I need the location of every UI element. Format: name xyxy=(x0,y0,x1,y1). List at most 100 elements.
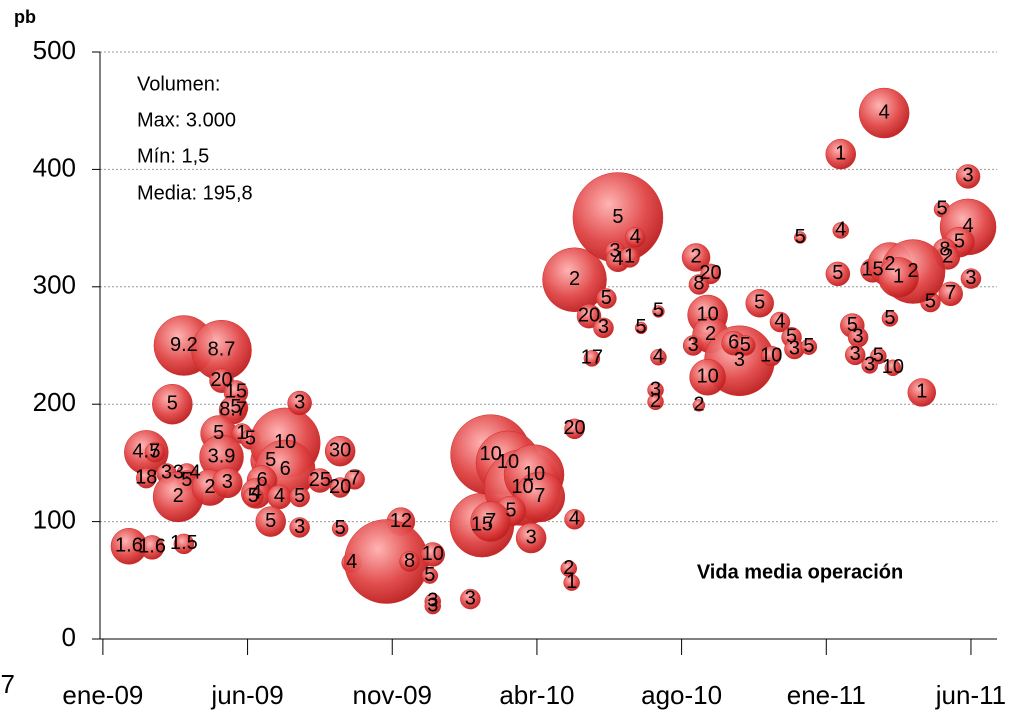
bubble xyxy=(173,533,195,555)
bubble-label: 3.4 xyxy=(173,462,201,484)
bubble xyxy=(420,542,446,567)
bubble-label: 2 xyxy=(563,557,574,579)
bubble-label: 3 xyxy=(853,326,864,348)
bubble-label: 4 xyxy=(346,551,357,573)
bubble xyxy=(139,535,165,560)
bubble-label: 3 xyxy=(465,587,476,609)
bubble-label: 3 xyxy=(161,462,172,484)
bubble xyxy=(424,597,442,615)
bubble-label: 15 xyxy=(471,513,493,535)
bubble xyxy=(243,486,264,508)
bubble-label: 3.9 xyxy=(208,445,236,467)
bubble-label: 5 xyxy=(149,441,160,463)
bubble xyxy=(344,469,365,490)
bubble-label: 8 xyxy=(939,239,950,261)
bubble xyxy=(564,418,585,440)
bubble-label: 2 xyxy=(204,476,215,498)
bubble xyxy=(307,468,333,493)
bubble xyxy=(794,231,807,244)
bubble-label: 12 xyxy=(390,510,412,532)
annotation: Mín: 1,5 xyxy=(137,145,209,167)
bubble-label: 5 xyxy=(754,292,765,314)
bubble xyxy=(619,247,640,268)
bubble-label: 1.5 xyxy=(170,532,198,554)
bubble-label: 1 xyxy=(566,571,577,593)
bubble-label: 5 xyxy=(265,449,276,471)
bubble-label: 15 xyxy=(861,259,883,281)
bubble-label: 3 xyxy=(526,526,537,548)
bubble-label: 3 xyxy=(864,354,875,376)
bubble-label: 5 xyxy=(248,485,259,507)
bubble-label: 3 xyxy=(598,316,609,338)
bubble-label: 10 xyxy=(523,463,545,485)
bubble-label: 5 xyxy=(786,326,797,348)
bubble-label: 10 xyxy=(882,356,904,378)
bubble xyxy=(735,335,756,356)
bubble-label: 3 xyxy=(294,391,305,413)
bubble xyxy=(144,442,166,463)
bubble xyxy=(460,588,481,610)
bubble-label: 5 xyxy=(884,307,895,329)
note: Vida media operación xyxy=(697,561,903,583)
bubble-label: 3 xyxy=(650,378,661,400)
bubble-label: 4 xyxy=(774,310,785,332)
bubble-label: 5 xyxy=(873,344,884,366)
bubble xyxy=(844,344,866,366)
bubble-label: 5 xyxy=(505,499,516,521)
bubble-label: 2 xyxy=(705,323,716,345)
bubble-label: 3 xyxy=(427,594,438,616)
bubble-label: 17 xyxy=(581,347,603,369)
bubble xyxy=(255,506,286,537)
bubble-label: 7 xyxy=(534,485,545,507)
bubble-label: 5 xyxy=(167,392,178,414)
bubble xyxy=(955,164,981,189)
bubble xyxy=(542,247,607,313)
bubble xyxy=(689,358,726,396)
bubble-label: 5 xyxy=(265,510,276,532)
bubble-label: 3 xyxy=(963,165,974,187)
bubble-label: 4 xyxy=(569,508,580,530)
bubble-label: 10 xyxy=(274,431,296,453)
bubble xyxy=(761,345,782,367)
bubble-label: 5 xyxy=(181,469,192,491)
bubble-label: 8 xyxy=(404,550,415,572)
bubble-label: 7 xyxy=(945,282,956,304)
bubble-label: 20 xyxy=(210,369,232,391)
x-tick-label: jun-11 xyxy=(935,680,1006,710)
bubble-label: 1 xyxy=(916,381,927,403)
bubble-label: 5 xyxy=(424,564,435,586)
bubble xyxy=(287,390,312,416)
bubble-label: 2 xyxy=(884,253,895,275)
bubble xyxy=(399,551,420,572)
bubble-label: 20 xyxy=(699,262,721,284)
bubble xyxy=(681,243,711,272)
bubble xyxy=(563,574,580,591)
bubble xyxy=(593,317,614,339)
bubble-label: 10 xyxy=(760,344,782,366)
bubble-label: 4.7 xyxy=(132,441,160,463)
bubble-label: 5 xyxy=(803,335,814,357)
bubble-label: 3 xyxy=(965,267,976,289)
bubble-label: 2 xyxy=(691,246,702,268)
annotation: Max: 3.000 xyxy=(137,109,236,131)
bubble-label: 3 xyxy=(222,471,233,493)
bubble-label: 6 xyxy=(728,331,739,353)
x-tick-label: 7 xyxy=(1,669,15,699)
bubble-label: 10 xyxy=(480,443,502,465)
bubble xyxy=(136,467,157,489)
bubble xyxy=(938,281,963,307)
bubble xyxy=(769,311,791,333)
bubble-label: 7 xyxy=(485,510,496,532)
bubble xyxy=(647,393,664,411)
bubble-label: 10 xyxy=(497,451,519,473)
bubble xyxy=(596,288,617,309)
bubble-label: 1.6 xyxy=(115,535,143,557)
bubble-label: 2 xyxy=(908,260,919,282)
bubble-label: 8 xyxy=(693,273,704,295)
bubble xyxy=(470,501,511,542)
bubble-label: 1 xyxy=(893,266,904,288)
bubble-label: 3 xyxy=(294,516,305,538)
bubble xyxy=(515,522,547,554)
